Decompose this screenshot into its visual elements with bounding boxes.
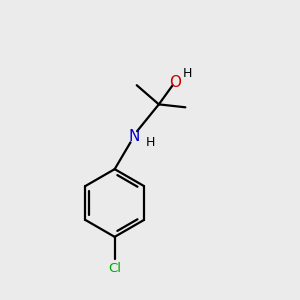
Text: H: H xyxy=(183,67,192,80)
Text: N: N xyxy=(128,129,140,144)
Text: O: O xyxy=(169,75,181,90)
Text: Cl: Cl xyxy=(108,262,121,275)
Text: H: H xyxy=(146,136,156,148)
